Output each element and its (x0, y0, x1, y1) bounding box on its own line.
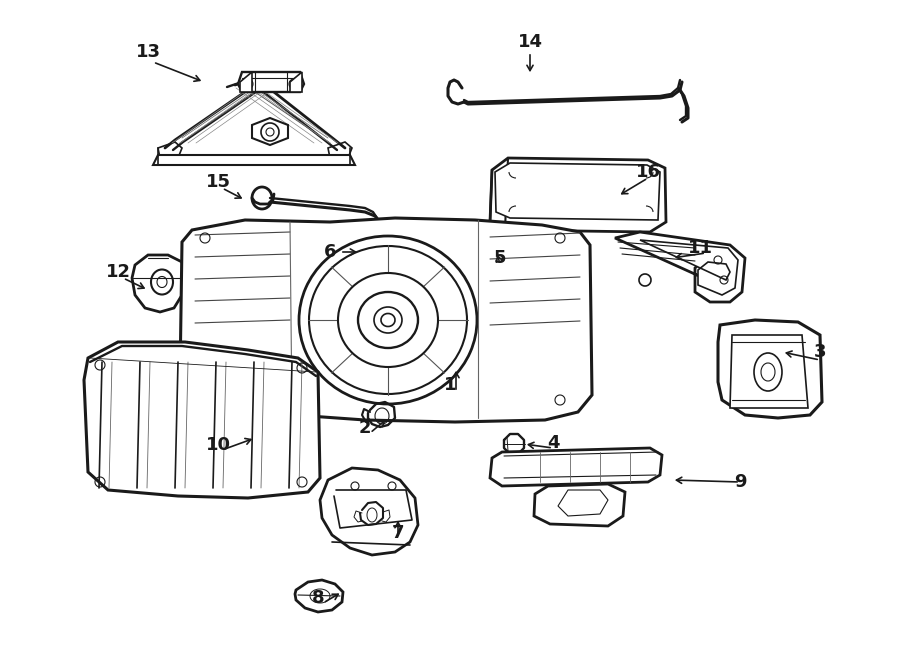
Polygon shape (328, 142, 352, 158)
Text: 15: 15 (205, 173, 230, 191)
Polygon shape (718, 320, 822, 418)
Polygon shape (158, 142, 182, 158)
Text: 1: 1 (444, 376, 456, 394)
Text: 4: 4 (547, 434, 559, 452)
Polygon shape (290, 72, 302, 92)
Polygon shape (640, 240, 738, 295)
Polygon shape (153, 155, 355, 165)
Text: 6: 6 (324, 243, 337, 261)
Text: 8: 8 (311, 589, 324, 607)
Text: 12: 12 (105, 263, 130, 281)
Text: 11: 11 (688, 239, 713, 257)
Polygon shape (534, 484, 625, 526)
Polygon shape (252, 118, 288, 145)
Text: 10: 10 (205, 436, 230, 454)
Text: 16: 16 (635, 163, 661, 181)
Text: 14: 14 (518, 33, 543, 51)
Text: 9: 9 (734, 473, 746, 491)
Polygon shape (180, 218, 592, 422)
Polygon shape (495, 163, 660, 220)
Polygon shape (615, 232, 745, 302)
Text: 13: 13 (136, 43, 160, 61)
Polygon shape (320, 468, 418, 555)
Polygon shape (490, 158, 666, 232)
Polygon shape (84, 342, 320, 498)
Text: 7: 7 (392, 524, 404, 542)
Polygon shape (240, 72, 252, 92)
Polygon shape (730, 335, 808, 408)
Polygon shape (295, 580, 343, 612)
Polygon shape (238, 72, 304, 92)
Polygon shape (490, 448, 662, 486)
Polygon shape (558, 490, 608, 516)
Text: 5: 5 (494, 249, 506, 267)
Text: 3: 3 (814, 343, 826, 361)
Text: 2: 2 (359, 419, 371, 437)
Polygon shape (132, 255, 185, 312)
